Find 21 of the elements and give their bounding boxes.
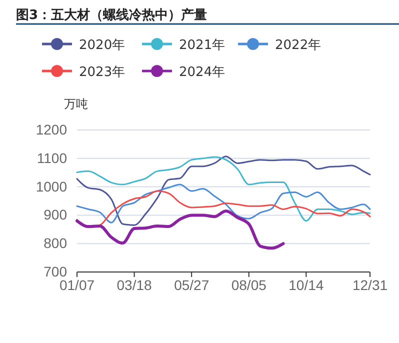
y-tick-label: 1200 (36, 121, 68, 138)
y-tick-label: 800 (44, 235, 68, 252)
legend-label: 2024年 (179, 65, 226, 80)
legend-label: 2020年 (79, 38, 126, 53)
x-tick-label: 08/05 (231, 276, 267, 293)
y-tick-label: 1000 (36, 178, 68, 194)
x-tick-label: 10/14 (288, 276, 324, 293)
chart-title: 图3：五大材（螺线冷热中）产量 (16, 7, 208, 23)
y-axis-title: 万吨 (64, 97, 88, 111)
legend-label: 2021年 (179, 38, 226, 53)
x-tick-label: 01/07 (59, 276, 95, 293)
y-tick-label: 900 (44, 206, 68, 223)
legend-label: 2023年 (79, 65, 126, 80)
line-series (76, 209, 285, 250)
line-series (76, 184, 371, 224)
legend-label: 2022年 (275, 38, 322, 53)
x-tick-label: 05/27 (174, 276, 210, 293)
x-tick-label: 03/18 (116, 276, 152, 293)
y-tick-label: 700 (44, 263, 68, 280)
x-tick-label: 12/31 (352, 276, 388, 293)
y-tick-label: 1100 (36, 150, 68, 166)
